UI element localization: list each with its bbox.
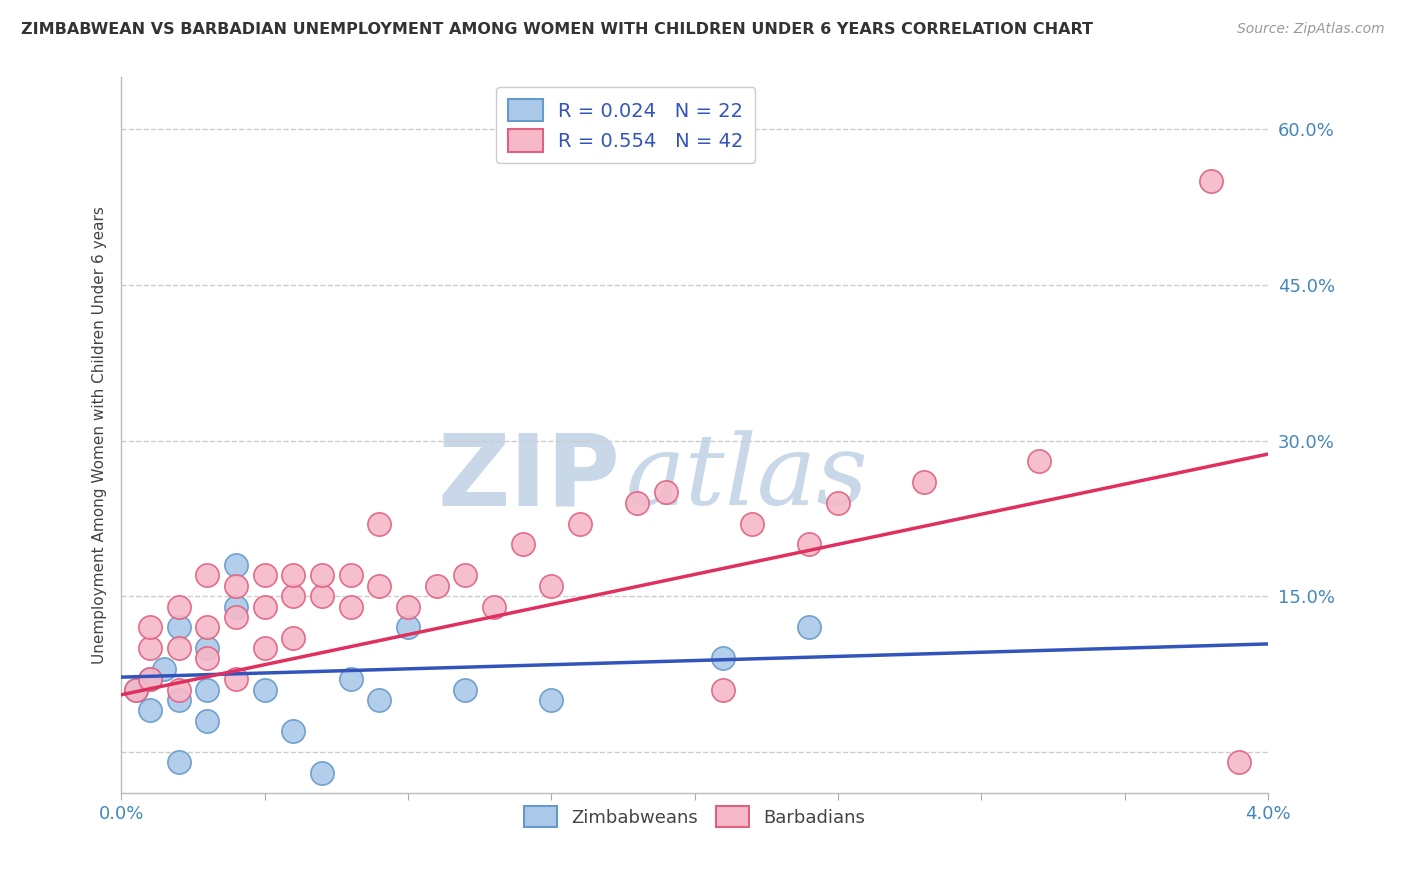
Point [253,568,276,582]
Point [1028,454,1050,468]
Point [124,682,146,697]
Point [283,589,305,603]
Point [167,620,190,634]
Point [139,703,162,717]
Point [827,496,849,510]
Legend: Zimbabweans, Barbadians: Zimbabweans, Barbadians [517,799,872,834]
Point [1199,174,1222,188]
Point [139,620,162,634]
Point [339,672,361,686]
Point [339,568,361,582]
Point [655,485,678,500]
Point [311,589,333,603]
Point [396,620,419,634]
Point [311,765,333,780]
Point [799,537,821,551]
Point [339,599,361,614]
Point [626,496,648,510]
Point [540,693,562,707]
Point [512,537,534,551]
Text: atlas: atlas [626,431,869,526]
Text: ZIMBABWEAN VS BARBADIAN UNEMPLOYMENT AMONG WOMEN WITH CHILDREN UNDER 6 YEARS COR: ZIMBABWEAN VS BARBADIAN UNEMPLOYMENT AMO… [21,22,1092,37]
Point [741,516,763,531]
Point [425,579,447,593]
Point [711,651,734,665]
Point [124,682,146,697]
Point [167,599,190,614]
Point [195,620,218,634]
Text: Source: ZipAtlas.com: Source: ZipAtlas.com [1237,22,1385,37]
Point [253,641,276,656]
Point [167,641,190,656]
Point [283,631,305,645]
Point [253,599,276,614]
Point [1227,756,1250,770]
Point [195,641,218,656]
Point [912,475,935,489]
Point [311,568,333,582]
Point [225,558,247,573]
Point [225,610,247,624]
Point [167,682,190,697]
Point [368,516,391,531]
Point [139,672,162,686]
Point [225,579,247,593]
Point [167,756,190,770]
Point [153,662,176,676]
Point [283,568,305,582]
Point [368,693,391,707]
Point [368,579,391,593]
Point [195,682,218,697]
Point [225,672,247,686]
Point [139,672,162,686]
Point [454,568,477,582]
Point [568,516,591,531]
Point [283,724,305,739]
Point [396,599,419,614]
Text: ZIP: ZIP [437,430,620,527]
Point [195,714,218,728]
Y-axis label: Unemployment Among Women with Children Under 6 years: Unemployment Among Women with Children U… [93,206,107,665]
Point [253,682,276,697]
Point [139,641,162,656]
Point [540,579,562,593]
Point [454,682,477,697]
Point [711,682,734,697]
Point [482,599,505,614]
Point [225,599,247,614]
Point [167,693,190,707]
Point [195,651,218,665]
Point [799,620,821,634]
Point [195,568,218,582]
